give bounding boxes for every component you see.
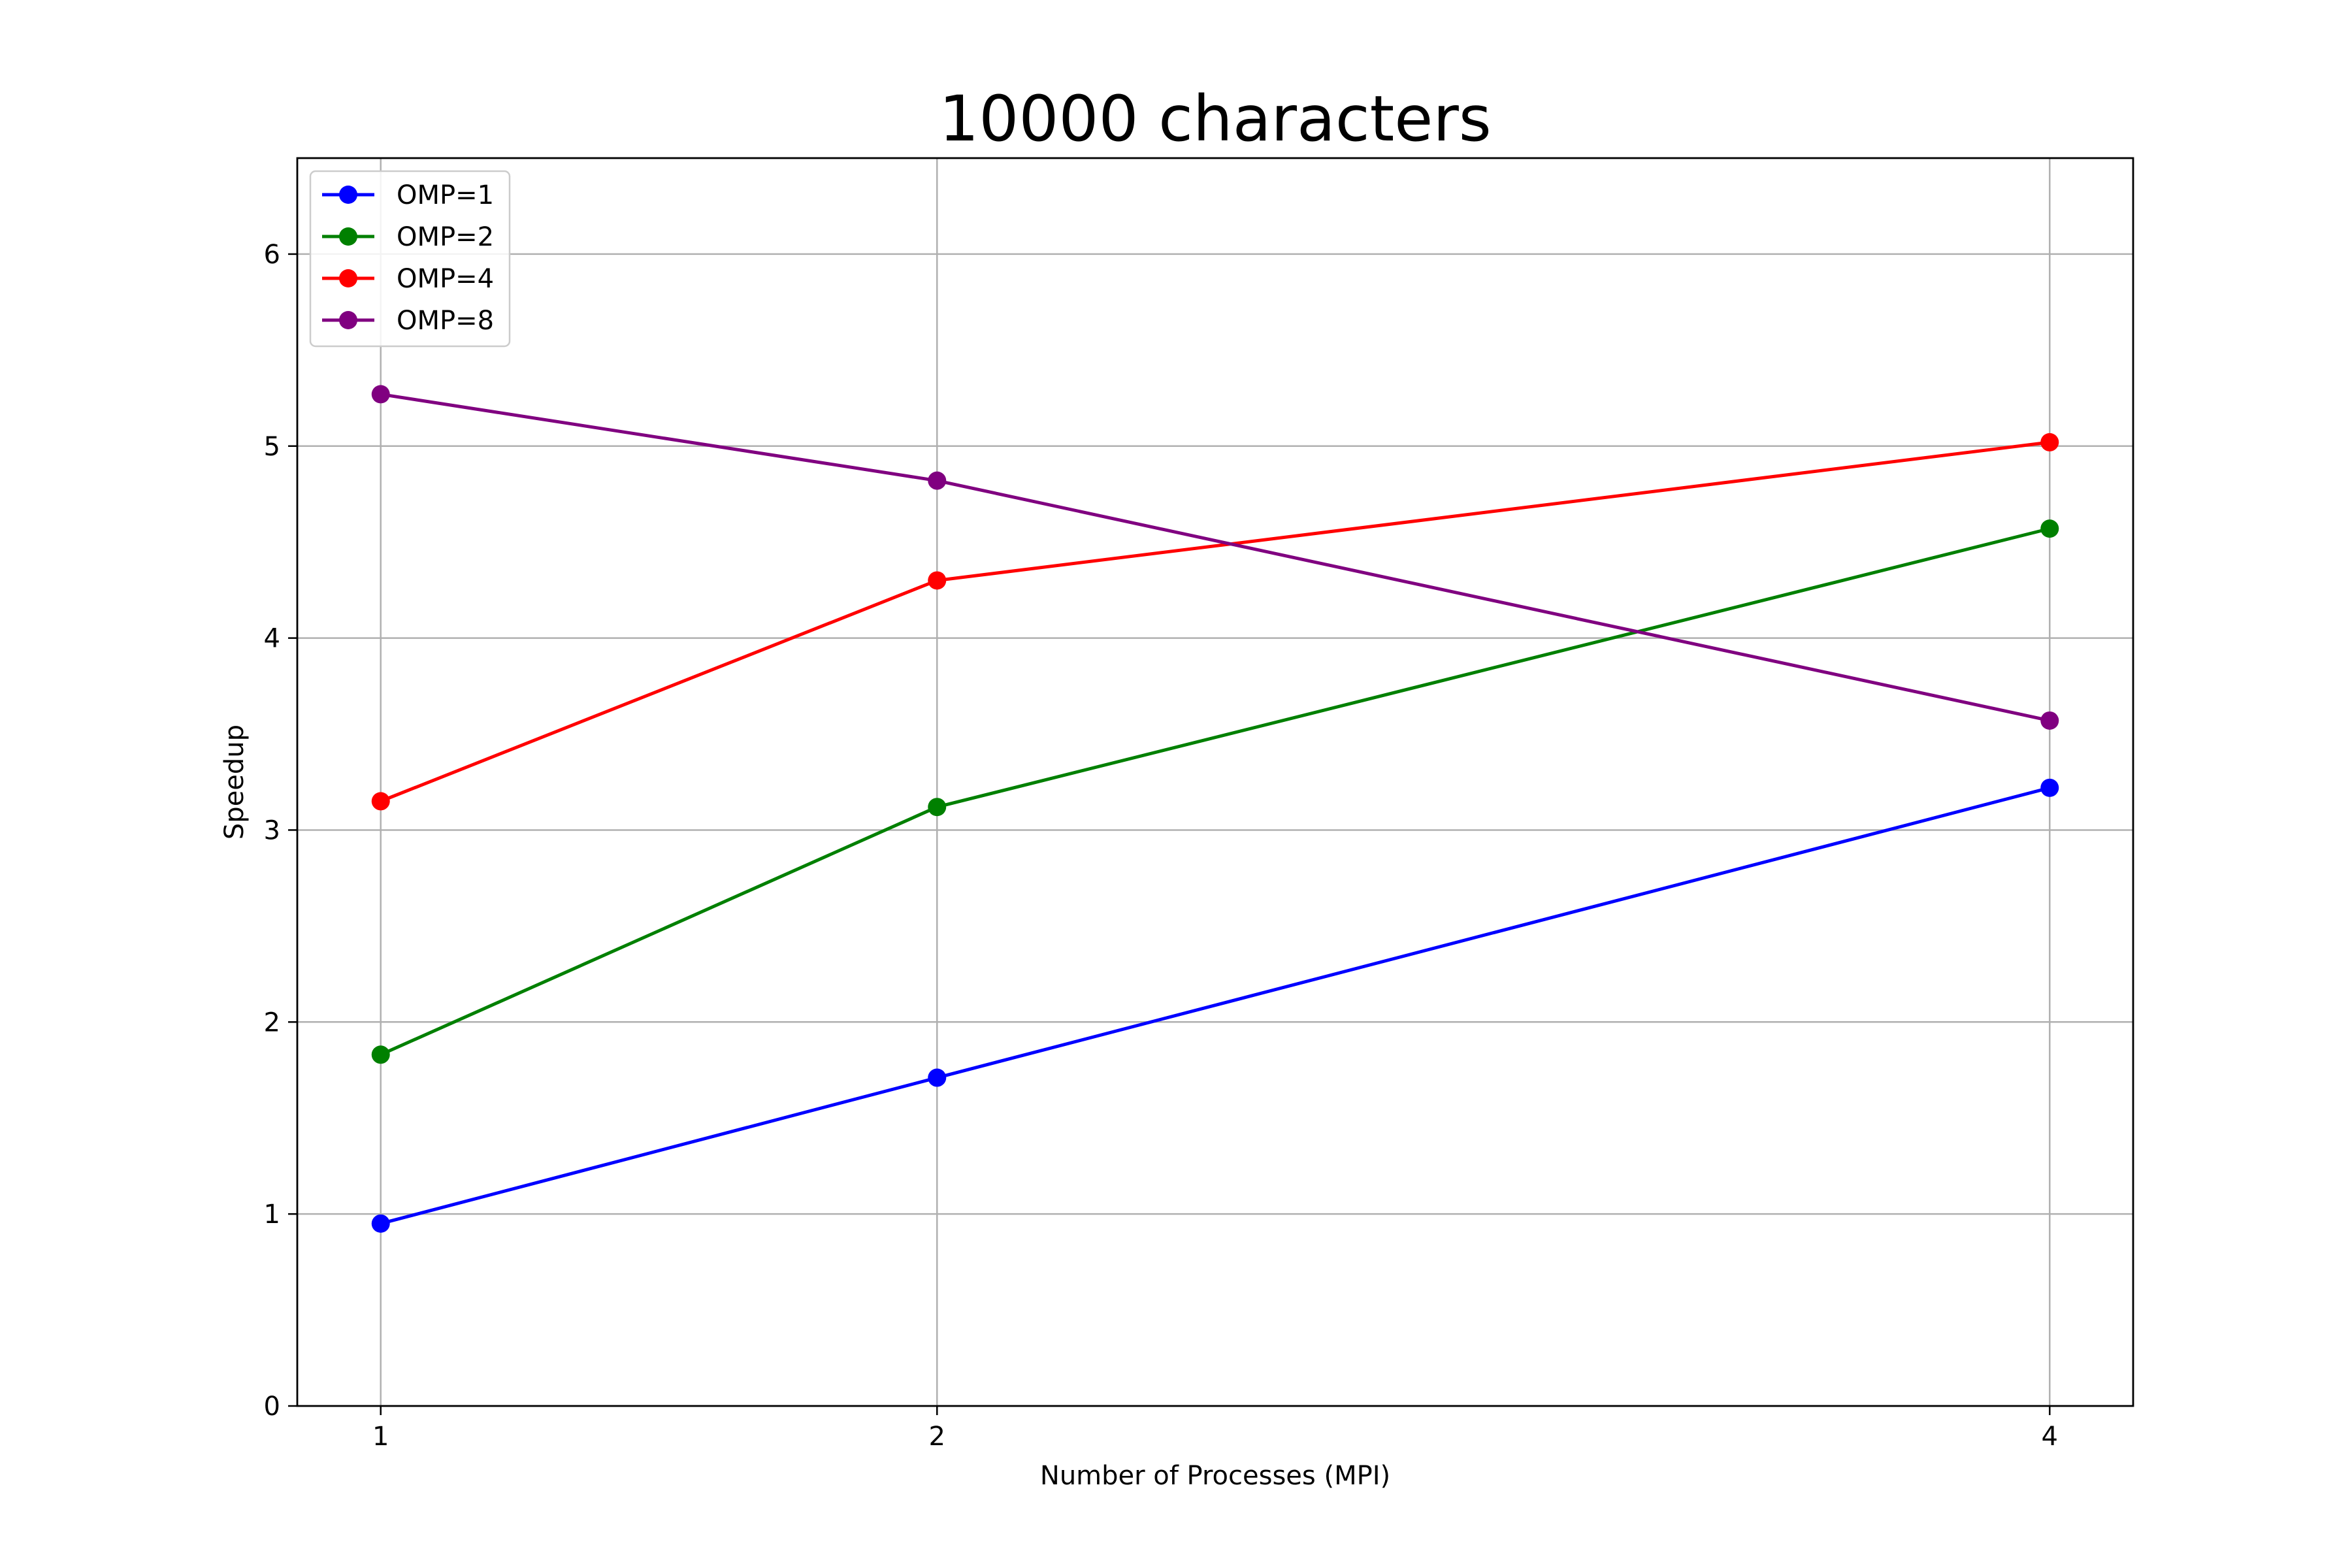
series-omp-2 [371,519,2059,1064]
data-point [928,471,947,490]
series-line [380,440,2050,803]
data-point [2040,778,2059,797]
x-tick-label: 1 [372,1422,389,1452]
y-axis-label: Speedup [220,725,250,840]
y-tick-label: 2 [264,1007,280,1037]
legend-label: OMP=1 [397,180,494,210]
chart-title: 10000 characters [939,82,1492,155]
series-line [380,786,2050,1226]
series-line [380,527,2050,1056]
data-point [2040,519,2059,538]
legend: OMP=1 OMP=2 OMP=4 OMP=8 [309,170,511,348]
legend-label: OMP=4 [397,264,494,294]
legend-box [309,170,511,348]
legend-label: OMP=8 [397,306,494,336]
grid [297,158,2133,1406]
legend-marker [339,269,357,287]
legend-item: OMP=8 [322,306,494,336]
series-omp-8 [371,385,2059,730]
series-layer [371,385,2059,1233]
data-point [371,1214,390,1233]
legend-marker [339,227,357,246]
y-tick-label: 0 [264,1392,280,1422]
x-tick-label: 2 [929,1422,945,1452]
data-point [2040,711,2059,730]
legend-label: OMP=2 [397,222,494,252]
axis-ticks: 1 2 4 0 1 2 3 4 5 6 [264,240,2058,1452]
y-tick-label: 4 [264,624,280,654]
series-line [380,392,2050,723]
series-omp-1 [371,778,2059,1233]
legend-item: OMP=1 [322,180,494,210]
y-tick-label: 5 [264,432,280,462]
data-point [2040,433,2059,451]
plot-frame [296,157,2134,1407]
x-axis-label: Number of Processes (MPI) [1040,1461,1390,1491]
y-tick-label: 3 [264,815,280,845]
data-point [371,1045,390,1064]
series-omp-4 [371,433,2059,811]
legend-marker [339,186,357,204]
legend-item: OMP=2 [322,222,494,252]
data-point [371,792,390,811]
data-point [928,571,947,590]
legend-marker [339,311,357,329]
legend-item: OMP=4 [322,264,494,294]
x-tick-label: 4 [2042,1422,2058,1452]
y-tick-label: 6 [264,240,280,270]
data-point [928,1068,947,1087]
y-tick-label: 1 [264,1200,280,1230]
data-point [928,798,947,817]
data-point [371,385,390,404]
